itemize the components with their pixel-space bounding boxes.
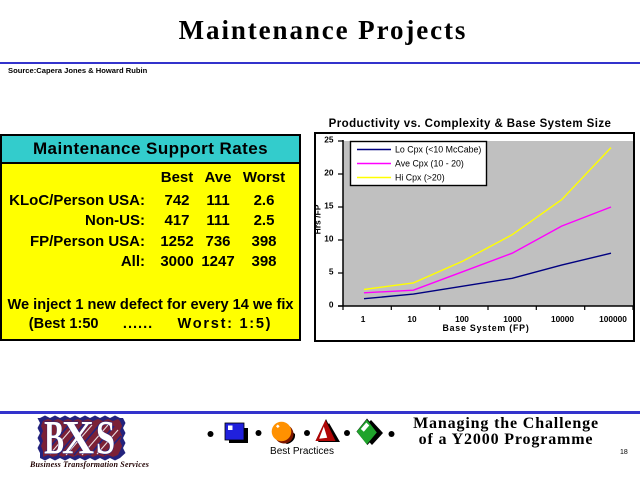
svg-text:Base System (FP): Base System (FP) — [442, 323, 529, 333]
svg-text:5: 5 — [329, 267, 334, 277]
svg-text:0: 0 — [329, 300, 334, 310]
svg-text:25: 25 — [324, 135, 334, 145]
svg-text:100000: 100000 — [599, 314, 627, 324]
svg-text:X: X — [62, 412, 94, 465]
svg-text:1000: 1000 — [503, 314, 522, 324]
svg-text:100: 100 — [455, 314, 469, 324]
svg-text:Ave Cpx (10 - 20): Ave Cpx (10 - 20) — [395, 159, 464, 169]
svg-text:20: 20 — [324, 168, 334, 178]
svg-text:Productivity vs. Complexity &: Productivity vs. Complexity & Base Syste… — [329, 118, 612, 130]
svg-text:15: 15 — [324, 201, 334, 211]
svg-text:1: 1 — [361, 314, 366, 324]
svg-text:Lo Cpx (<10 McCabe): Lo Cpx (<10 McCabe) — [395, 145, 481, 155]
svg-text:B: B — [44, 410, 64, 464]
svg-text:S: S — [96, 412, 115, 465]
svg-text:10: 10 — [324, 234, 334, 244]
svg-text:10: 10 — [407, 314, 417, 324]
svg-text:Hrs /FP: Hrs /FP — [313, 204, 323, 234]
svg-text:Hi Cpx (>20): Hi Cpx (>20) — [395, 173, 445, 183]
svg-text:10000: 10000 — [551, 314, 574, 324]
